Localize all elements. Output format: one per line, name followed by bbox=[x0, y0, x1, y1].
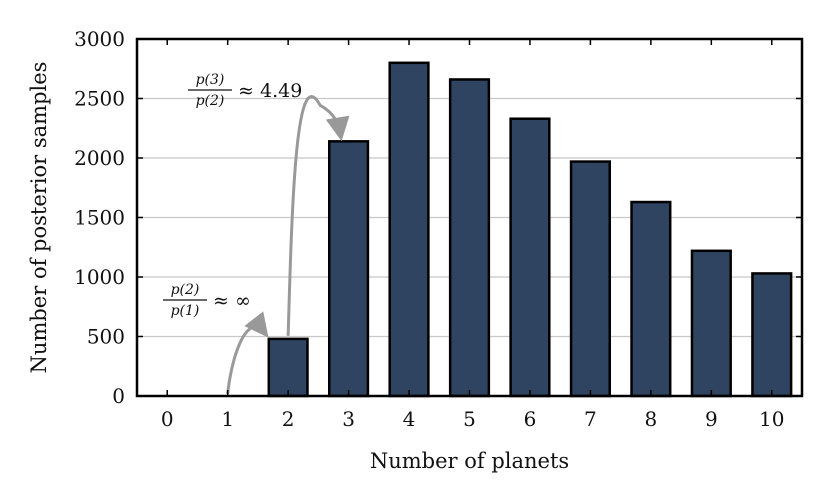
annotation-numerator: p(2) bbox=[171, 282, 200, 298]
x-tick-label: 10 bbox=[759, 407, 784, 431]
bar-8 bbox=[630, 200, 672, 398]
x-axis-label: Number of planets bbox=[370, 449, 569, 473]
y-tick-label: 1000 bbox=[74, 265, 125, 289]
annotation-relation: ≈ bbox=[238, 80, 254, 102]
x-tick-label: 6 bbox=[524, 407, 537, 431]
bar-3 bbox=[327, 140, 370, 398]
annotations: p(2) p(1) ≈ ∞ p(3) p(2) ≈4.49 bbox=[163, 72, 350, 395]
y-tick-label: 0 bbox=[112, 384, 125, 408]
annotation-value: 4.49 bbox=[260, 80, 302, 102]
annotation-denominator: p(2) bbox=[196, 93, 225, 109]
y-tick-label: 500 bbox=[87, 325, 125, 349]
x-tick-label: 7 bbox=[584, 407, 597, 431]
bar-2 bbox=[267, 337, 309, 398]
y-axis-label: Number of posterior samples bbox=[27, 62, 51, 374]
x-tick-label: 4 bbox=[403, 407, 416, 431]
x-tick-label: 1 bbox=[221, 407, 234, 431]
annotation-arrow bbox=[226, 311, 269, 395]
axis-ticks: 0 500 1000 1500 2000 2500 3000 0 1 2 3 4 5 6 7 8 9 10 bbox=[74, 27, 802, 431]
x-tick-label: 8 bbox=[644, 407, 657, 431]
x-tick-label: 5 bbox=[463, 407, 476, 431]
x-tick-label: 3 bbox=[342, 407, 355, 431]
bar-5 bbox=[448, 78, 491, 398]
bar-4 bbox=[388, 61, 430, 398]
x-tick-label: 2 bbox=[282, 407, 295, 431]
bar-10 bbox=[751, 272, 793, 398]
bars bbox=[267, 61, 793, 398]
x-tick-label: 9 bbox=[705, 407, 718, 431]
bar-7 bbox=[569, 160, 612, 398]
y-tick-label: 3000 bbox=[74, 27, 125, 51]
annotation-arrow bbox=[286, 95, 350, 336]
bar-6 bbox=[509, 117, 551, 398]
annotation-label: p(2) p(1) ≈ ∞ bbox=[163, 282, 251, 319]
annotation-numerator: p(3) bbox=[196, 72, 225, 88]
y-tick-label: 2000 bbox=[74, 146, 125, 170]
bar-9 bbox=[690, 249, 732, 398]
y-tick-label: 1500 bbox=[74, 206, 125, 230]
annotation-value: ∞ bbox=[235, 290, 251, 312]
y-tick-label: 2500 bbox=[74, 87, 125, 111]
annotation-label: p(3) p(2) ≈4.49 bbox=[188, 72, 302, 109]
annotation-relation: ≈ bbox=[213, 290, 229, 312]
annotation-denominator: p(1) bbox=[171, 303, 200, 319]
x-tick-label: 0 bbox=[161, 407, 174, 431]
